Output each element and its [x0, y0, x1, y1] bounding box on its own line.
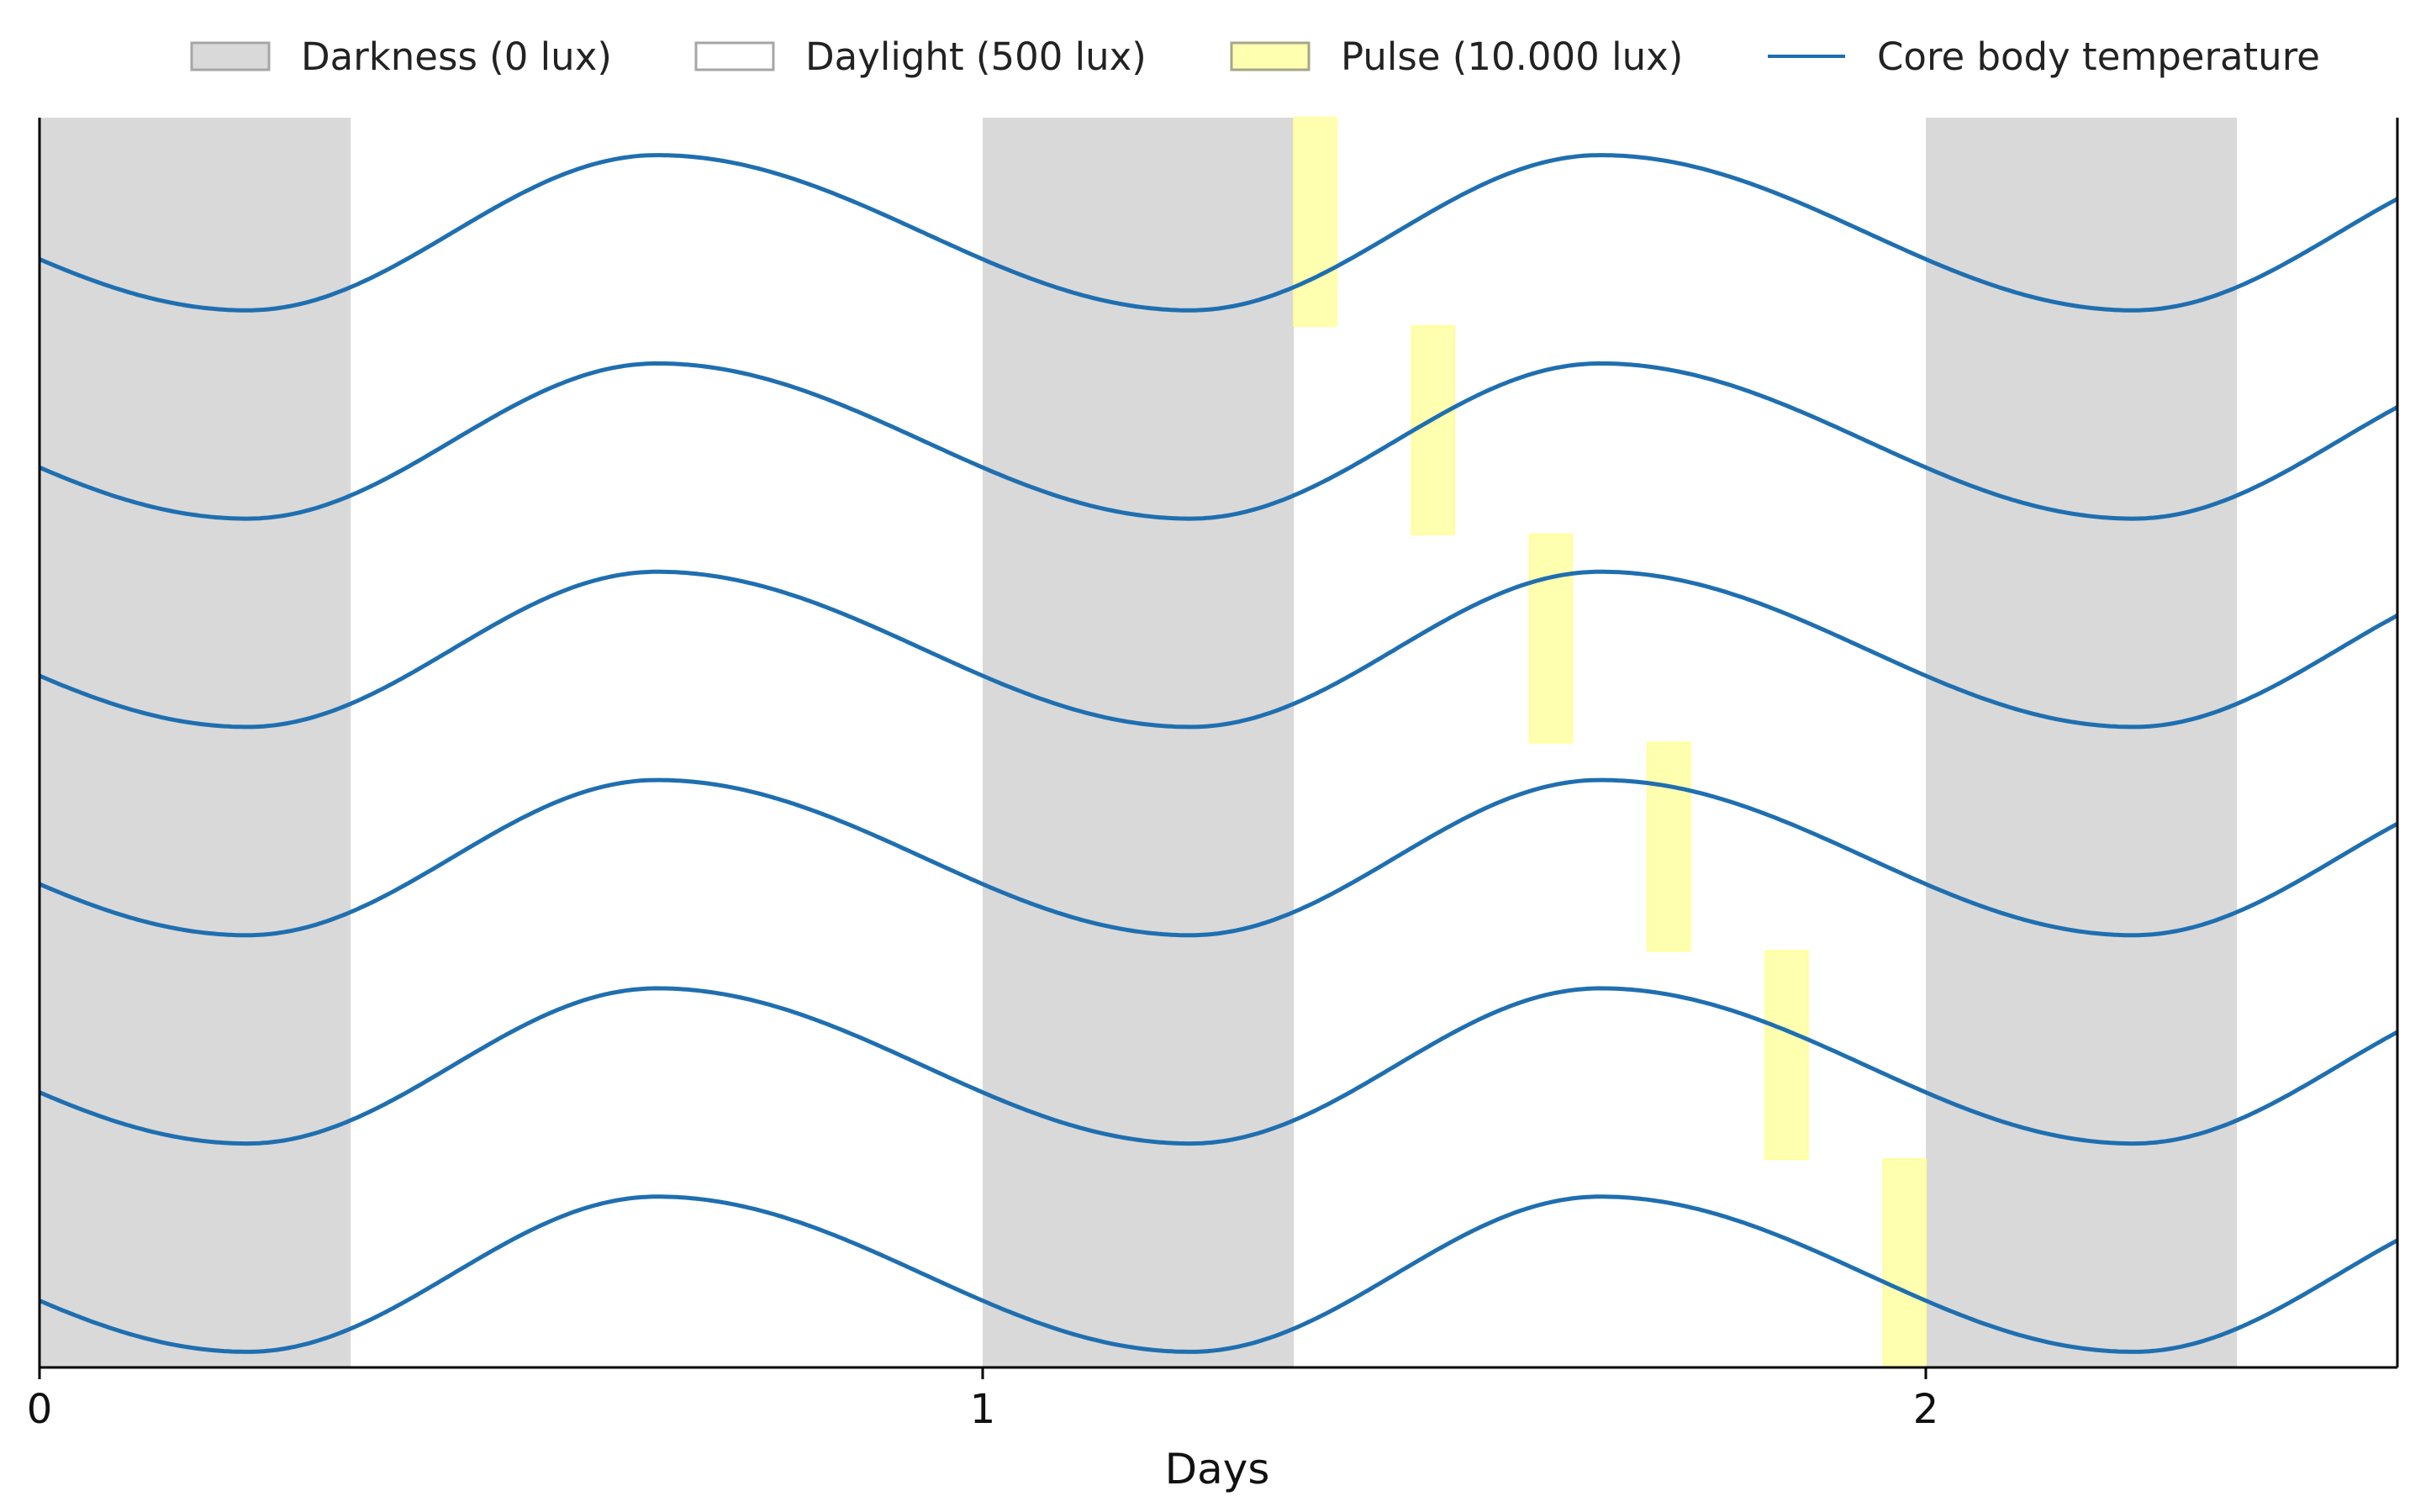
legend-label-2: Daylight (500 lux) — [805, 34, 1147, 79]
temperature-curve-row-3 — [39, 569, 2399, 730]
x-axis-label: Days — [1165, 1445, 1270, 1494]
legend-entry-4: Core body temperature — [1768, 34, 2320, 79]
legend-swatch-1 — [190, 41, 271, 71]
plot-area: 0 1 2 — [27, 117, 2399, 1433]
temperature-curve-row-6 — [39, 1194, 2399, 1354]
legend-entry-2: Daylight (500 lux) — [694, 34, 1147, 79]
legend-entry-1: Darkness (0 lux) — [190, 34, 612, 79]
pulse-bands — [1293, 117, 1927, 1368]
darkness-band-3 — [1926, 118, 2238, 1367]
legend-swatch-3 — [1230, 41, 1310, 71]
legend-label-4: Core body temperature — [1877, 34, 2320, 79]
darkness-band-1 — [40, 118, 351, 1367]
pulse-band-3 — [1528, 533, 1574, 744]
legend-entry-3: Pulse (10.000 lux) — [1230, 34, 1683, 79]
legend-swatch-2 — [694, 41, 775, 71]
legend-label-1: Darkness (0 lux) — [301, 34, 612, 79]
legend-label-3: Pulse (10.000 lux) — [1341, 34, 1683, 79]
x-tick-label-2: 2 — [1913, 1386, 1939, 1433]
pulse-band-1 — [1293, 117, 1337, 327]
darkness-band-2 — [983, 118, 1295, 1367]
temperature-curve-row-2 — [39, 361, 2399, 521]
temperature-curves — [39, 153, 2399, 1354]
pulse-band-4 — [1647, 741, 1691, 952]
axes — [38, 118, 2399, 1369]
x-ticks: 0 1 2 — [27, 1367, 1939, 1433]
temperature-curve-row-5 — [39, 986, 2399, 1146]
pulse-band-6 — [1882, 1158, 1927, 1368]
x-tick-label-0: 0 — [27, 1386, 53, 1433]
darkness-bands — [40, 118, 2238, 1367]
temperature-curve-row-4 — [39, 777, 2399, 938]
temperature-curve-row-1 — [39, 153, 2399, 313]
pulse-band-2 — [1411, 324, 1456, 535]
pulse-band-5 — [1764, 950, 1809, 1161]
legend: Darkness (0 lux) Daylight (500 lux) Pulse … — [190, 34, 2320, 79]
x-tick-label-1: 1 — [970, 1386, 996, 1433]
